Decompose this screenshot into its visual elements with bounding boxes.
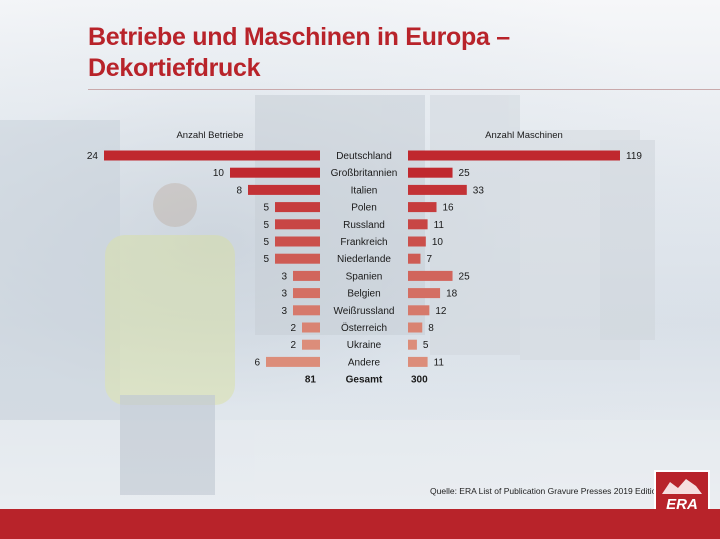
bar-left-1 [230,167,320,178]
bar-right-9 [408,305,430,316]
title-divider [88,89,720,90]
category-label-7: Spanien [346,271,383,282]
value-label-left-7: 3 [281,271,287,282]
category-label-8: Belgien [347,289,380,300]
value-label-right-1: 25 [459,168,471,179]
logo-graphic [662,479,702,494]
value-label-left-10: 2 [290,323,296,334]
value-label-left-5: 5 [263,237,269,248]
value-label-right-0: 119 [626,151,642,162]
bar-left-10 [302,322,320,333]
category-label-6: Niederlande [337,254,391,265]
source-note: Quelle: ERA List of Publication Gravure … [430,486,662,496]
bar-left-5 [275,236,320,247]
press-machine-middle [430,95,520,355]
floor [0,420,720,510]
bar-right-2 [408,184,467,195]
category-label-11: Ukraine [347,340,382,351]
bar-left-2 [248,184,320,195]
category-label-5: Frankreich [340,237,387,248]
value-label-right-2: 33 [473,185,485,196]
value-label-right-7: 25 [459,271,471,282]
total-category-label: Gesamt [346,375,383,386]
value-label-right-9: 12 [435,306,447,317]
bar-left-11 [302,339,320,350]
bar-left-3 [275,202,320,213]
press-machine-left [255,95,425,335]
value-label-right-3: 16 [443,203,455,214]
page-title: Betriebe und Maschinen in Europa – Dekor… [88,23,510,82]
bar-right-8 [408,288,441,299]
bar-left-4 [275,219,320,230]
bar-right-3 [408,202,437,213]
category-label-0: Deutschland [336,151,392,162]
value-label-left-9: 3 [281,306,287,317]
bar-right-10 [408,322,423,333]
value-label-left-0: 24 [87,151,99,162]
bar-right-11 [408,339,417,350]
value-label-left-3: 5 [263,203,269,214]
total-value-right: 300 [411,375,428,386]
bar-right-5 [408,236,426,247]
value-label-right-10: 8 [428,323,434,334]
series-label-left: Anzahl Betriebe [176,130,243,141]
category-label-10: Österreich [341,322,387,334]
bar-right-12 [408,356,428,367]
value-label-left-1: 10 [213,168,225,179]
category-label-3: Polen [351,203,377,214]
bar-right-7 [408,270,453,281]
worker-head [153,183,197,227]
category-label-12: Andere [348,357,381,368]
value-label-left-6: 5 [263,254,269,265]
value-label-left-12: 6 [254,357,260,368]
bar-right-4 [408,219,428,230]
category-label-9: Weißrussland [334,306,395,317]
category-label-1: Großbritannien [331,168,398,179]
value-label-left-4: 5 [263,220,269,231]
bar-left-9 [293,305,320,316]
category-label-4: Russland [343,220,385,231]
press-machine-far [600,140,655,340]
bar-right-1 [408,167,453,178]
value-label-right-11: 5 [423,340,429,351]
back-to-back-bar-chart: Anzahl Betriebe Anzahl Maschinen 24 119 Deut… [87,130,643,386]
value-label-left-8: 3 [281,289,287,300]
bar-left-6 [275,253,320,264]
category-label-2: Italien [351,185,378,196]
value-label-right-6: 7 [426,254,432,265]
bar-left-12 [266,356,320,367]
bar-left-8 [293,288,320,299]
worker-vest [105,235,235,405]
value-label-right-4: 11 [434,220,445,231]
bar-left-0 [104,150,320,161]
total-value-left: 81 [305,375,317,386]
bar-right-6 [408,253,421,264]
value-label-left-11: 2 [290,340,296,351]
bar-left-7 [293,270,320,281]
logo-text: ERA [666,496,698,513]
value-label-right-8: 18 [446,289,458,300]
series-label-right: Anzahl Maschinen [485,130,563,141]
value-label-right-12: 11 [434,357,445,368]
footer-brand-bar [0,509,720,539]
value-label-right-5: 10 [432,237,444,248]
value-label-left-2: 8 [236,185,242,196]
worker-legs [120,395,215,495]
bar-right-0 [408,150,620,161]
